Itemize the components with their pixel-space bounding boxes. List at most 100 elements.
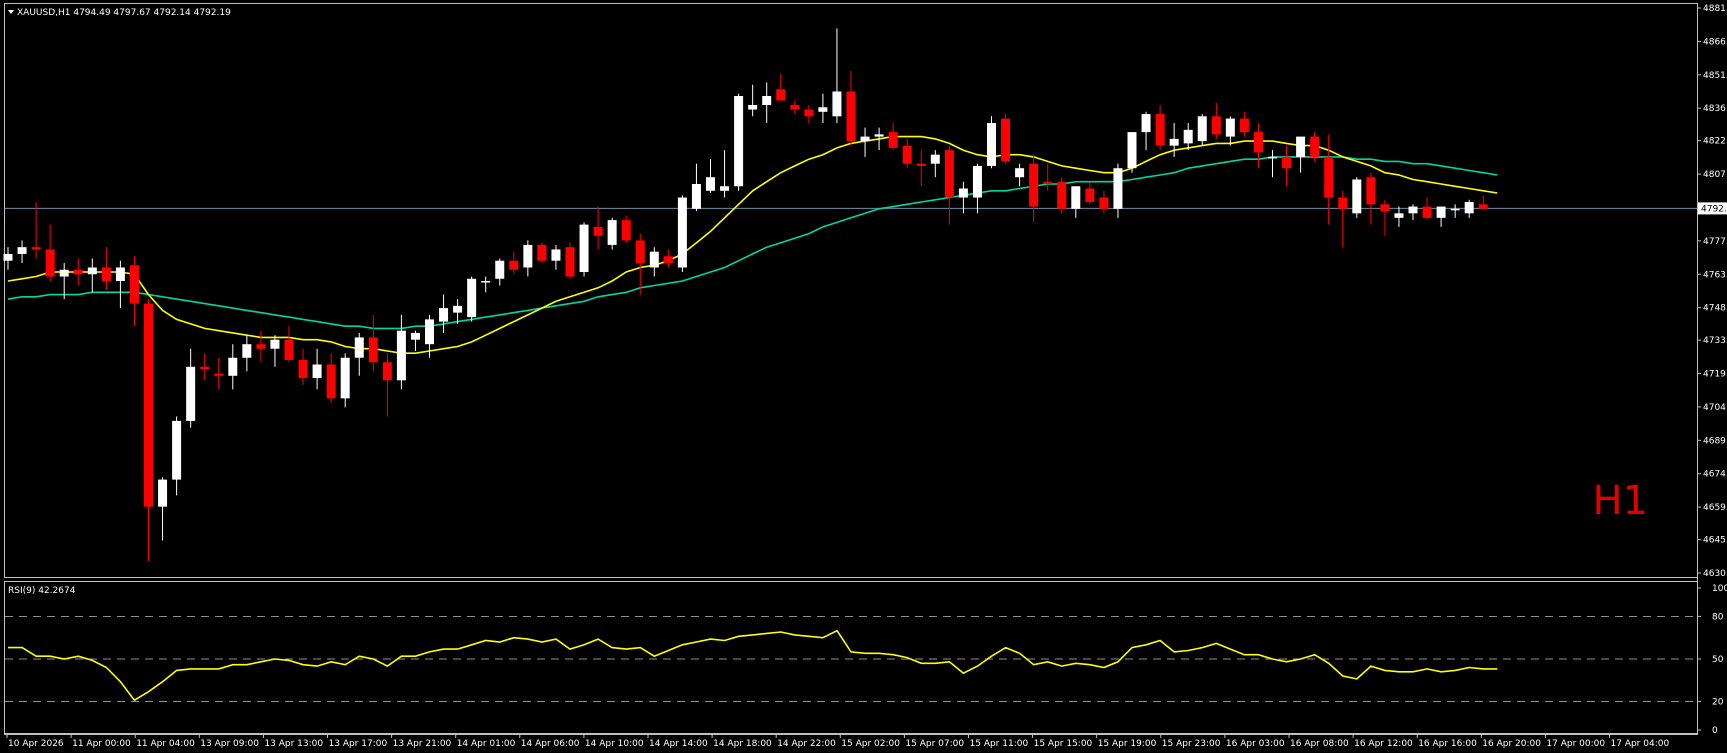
candle bbox=[1029, 154, 1039, 223]
candle bbox=[860, 127, 870, 157]
candle-body bbox=[1408, 206, 1418, 214]
candle bbox=[256, 330, 266, 363]
rsi-axis: 100 80 50 20 0 bbox=[1697, 584, 1727, 736]
candle-body bbox=[635, 240, 645, 263]
candle-body bbox=[762, 95, 772, 106]
candle bbox=[930, 150, 940, 178]
candle bbox=[846, 71, 856, 146]
candle-body bbox=[1043, 181, 1053, 184]
candle bbox=[1197, 114, 1207, 146]
price-tick-label: 4763.00 bbox=[1703, 270, 1727, 280]
candlestick-series bbox=[3, 28, 1488, 561]
candle bbox=[579, 222, 589, 277]
candle bbox=[495, 258, 505, 286]
candle bbox=[45, 224, 55, 282]
candle-body bbox=[902, 145, 912, 164]
candle bbox=[101, 247, 111, 291]
candle bbox=[298, 348, 308, 385]
candle-body bbox=[565, 247, 575, 277]
candle-body bbox=[17, 247, 27, 254]
candle bbox=[144, 299, 153, 561]
candle bbox=[832, 28, 842, 124]
candle-body bbox=[579, 224, 589, 272]
candle bbox=[1225, 116, 1235, 146]
candle bbox=[748, 84, 758, 117]
price-tick-label: 4748.20 bbox=[1703, 304, 1727, 314]
candle-body bbox=[720, 186, 730, 191]
time-tick-label: 14 Apr 06:00 bbox=[521, 739, 580, 749]
price-axis: 4881.00 4866.20 4851.40 4836.60 4822.20 4807.… bbox=[1697, 4, 1727, 579]
candle bbox=[1324, 134, 1334, 225]
candle bbox=[425, 314, 434, 358]
candle-body bbox=[1225, 118, 1235, 137]
candle bbox=[186, 348, 196, 428]
candle-body bbox=[734, 95, 744, 187]
rsi-panel-frame bbox=[4, 581, 1698, 734]
candle bbox=[340, 353, 350, 408]
candle-body bbox=[958, 188, 968, 198]
candle bbox=[663, 249, 673, 268]
candle bbox=[958, 181, 968, 214]
time-tick-label: 15 Apr 07:00 bbox=[905, 739, 964, 749]
candle-body bbox=[1268, 156, 1277, 159]
time-tick-label: 14 Apr 18:00 bbox=[713, 739, 772, 749]
candle-body bbox=[1183, 129, 1193, 144]
candle bbox=[1380, 199, 1390, 236]
candle bbox=[1464, 199, 1474, 218]
price-tick-label: 4807.40 bbox=[1703, 170, 1727, 180]
candle-body bbox=[1352, 179, 1362, 214]
candle bbox=[1436, 206, 1446, 227]
candle-body bbox=[1478, 204, 1488, 209]
candle bbox=[284, 326, 294, 363]
candle-body bbox=[228, 357, 238, 376]
candle-body bbox=[1127, 132, 1137, 169]
time-tick-label: 14 Apr 22:00 bbox=[777, 739, 836, 749]
candle-body bbox=[439, 308, 449, 322]
candle bbox=[874, 127, 884, 151]
moving-average-fast-line bbox=[7, 135, 1498, 355]
candle bbox=[382, 353, 392, 417]
time-tick-label: 15 Apr 11:00 bbox=[970, 739, 1029, 749]
price-tick-label: 4777.80 bbox=[1703, 237, 1727, 247]
candle bbox=[1450, 204, 1460, 218]
candle bbox=[1310, 132, 1320, 162]
candle bbox=[1015, 163, 1025, 187]
rsi-tick-label: 20 bbox=[1712, 698, 1724, 708]
candle-body bbox=[73, 269, 83, 275]
candle-body bbox=[270, 339, 280, 349]
chart-menu-triangle-icon[interactable] bbox=[8, 10, 14, 14]
candle bbox=[1282, 145, 1292, 187]
candle-body bbox=[1015, 168, 1025, 178]
candle-body bbox=[284, 339, 294, 360]
candle bbox=[987, 116, 996, 169]
candle-body bbox=[1155, 114, 1165, 146]
candle bbox=[228, 344, 238, 390]
candle-body bbox=[706, 177, 715, 191]
candle-body bbox=[1366, 177, 1376, 205]
price-tick-label: 4645.40 bbox=[1703, 536, 1727, 546]
candle bbox=[509, 251, 519, 275]
candle bbox=[1155, 105, 1165, 151]
candle bbox=[1352, 177, 1362, 218]
time-tick-label: 13 Apr 17:00 bbox=[329, 739, 388, 749]
candle bbox=[439, 294, 449, 333]
candle bbox=[916, 150, 926, 187]
candle bbox=[1113, 163, 1123, 218]
candle-body bbox=[607, 220, 617, 245]
candle-body bbox=[453, 305, 463, 313]
candle-body bbox=[1197, 116, 1207, 142]
candle bbox=[1043, 163, 1053, 191]
candle-body bbox=[677, 197, 687, 268]
candle-body bbox=[481, 281, 491, 283]
candle-body bbox=[410, 332, 420, 340]
candle bbox=[607, 217, 617, 250]
candle-body bbox=[115, 267, 125, 282]
candle bbox=[396, 314, 406, 390]
time-tick-label: 11 Apr 04:00 bbox=[136, 739, 195, 749]
candle bbox=[537, 242, 547, 263]
candle bbox=[565, 242, 575, 279]
candle bbox=[1239, 111, 1249, 137]
candle-body bbox=[663, 256, 673, 263]
candle bbox=[17, 240, 27, 263]
